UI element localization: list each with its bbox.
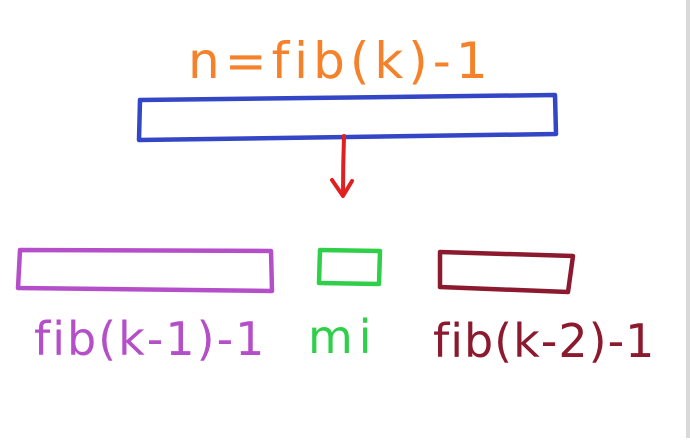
arrow-head xyxy=(330,178,354,198)
middle-element-label: mi xyxy=(308,310,378,364)
title-label: n=fib(k)-1 xyxy=(188,32,493,90)
right-subarray-label: fib(k-2)-1 xyxy=(433,314,655,368)
canvas-edge xyxy=(686,0,690,438)
left-subarray-box xyxy=(15,247,275,294)
split-arrow xyxy=(330,134,354,198)
full-array-box xyxy=(136,92,559,143)
middle-element-box xyxy=(316,247,383,287)
left-subarray-label: fib(k-1)-1 xyxy=(34,312,266,366)
arrow-shaft xyxy=(341,134,346,197)
right-subarray-box xyxy=(437,249,576,295)
